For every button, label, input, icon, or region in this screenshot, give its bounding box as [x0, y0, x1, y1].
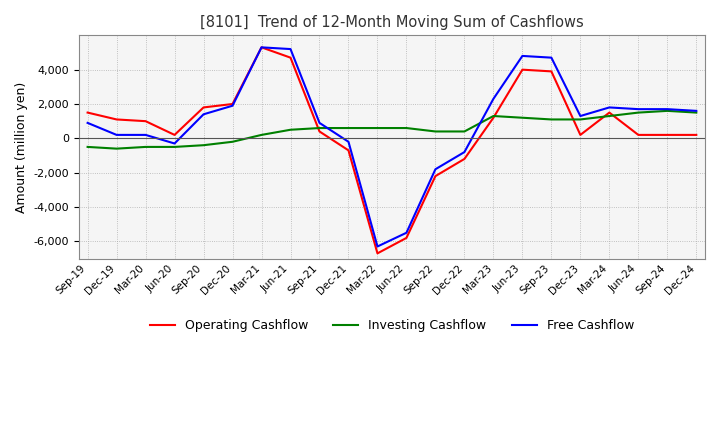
Operating Cashflow — [663, 132, 672, 138]
Free Cashflow — [692, 108, 701, 114]
Operating Cashflow — [634, 132, 643, 138]
Free Cashflow — [576, 114, 585, 119]
Investing Cashflow — [663, 108, 672, 114]
Operating Cashflow — [315, 129, 324, 134]
Free Cashflow — [547, 55, 556, 60]
Investing Cashflow — [286, 127, 294, 132]
Operating Cashflow — [402, 235, 411, 241]
Investing Cashflow — [634, 110, 643, 115]
Y-axis label: Amount (million yen): Amount (million yen) — [15, 81, 28, 213]
Free Cashflow — [315, 120, 324, 125]
Operating Cashflow — [692, 132, 701, 138]
Investing Cashflow — [576, 117, 585, 122]
Operating Cashflow — [170, 132, 179, 138]
Investing Cashflow — [84, 144, 92, 150]
Free Cashflow — [257, 45, 266, 50]
Free Cashflow — [141, 132, 150, 138]
Investing Cashflow — [199, 143, 208, 148]
Free Cashflow — [518, 53, 527, 59]
Free Cashflow — [199, 112, 208, 117]
Investing Cashflow — [692, 110, 701, 115]
Operating Cashflow — [286, 55, 294, 60]
Investing Cashflow — [460, 129, 469, 134]
Investing Cashflow — [605, 114, 613, 119]
Free Cashflow — [663, 106, 672, 112]
Free Cashflow — [431, 167, 440, 172]
Free Cashflow — [634, 106, 643, 112]
Investing Cashflow — [518, 115, 527, 121]
Investing Cashflow — [344, 125, 353, 131]
Free Cashflow — [460, 150, 469, 155]
Free Cashflow — [489, 96, 498, 102]
Line: Operating Cashflow: Operating Cashflow — [88, 48, 696, 253]
Operating Cashflow — [431, 173, 440, 179]
Legend: Operating Cashflow, Investing Cashflow, Free Cashflow: Operating Cashflow, Investing Cashflow, … — [145, 314, 639, 337]
Investing Cashflow — [431, 129, 440, 134]
Free Cashflow — [373, 244, 382, 249]
Free Cashflow — [84, 120, 92, 125]
Investing Cashflow — [402, 125, 411, 131]
Operating Cashflow — [228, 101, 237, 106]
Operating Cashflow — [460, 156, 469, 161]
Operating Cashflow — [518, 67, 527, 72]
Investing Cashflow — [257, 132, 266, 138]
Operating Cashflow — [257, 45, 266, 50]
Investing Cashflow — [170, 144, 179, 150]
Operating Cashflow — [373, 251, 382, 256]
Operating Cashflow — [344, 148, 353, 153]
Title: [8101]  Trend of 12-Month Moving Sum of Cashflows: [8101] Trend of 12-Month Moving Sum of C… — [200, 15, 584, 30]
Investing Cashflow — [228, 139, 237, 144]
Investing Cashflow — [315, 125, 324, 131]
Investing Cashflow — [141, 144, 150, 150]
Operating Cashflow — [199, 105, 208, 110]
Operating Cashflow — [112, 117, 121, 122]
Investing Cashflow — [373, 125, 382, 131]
Line: Investing Cashflow: Investing Cashflow — [88, 111, 696, 149]
Free Cashflow — [402, 230, 411, 235]
Free Cashflow — [228, 103, 237, 108]
Operating Cashflow — [141, 118, 150, 124]
Operating Cashflow — [84, 110, 92, 115]
Line: Free Cashflow: Free Cashflow — [88, 48, 696, 246]
Free Cashflow — [170, 141, 179, 146]
Investing Cashflow — [489, 114, 498, 119]
Free Cashflow — [605, 105, 613, 110]
Operating Cashflow — [576, 132, 585, 138]
Operating Cashflow — [489, 115, 498, 121]
Operating Cashflow — [547, 69, 556, 74]
Free Cashflow — [344, 139, 353, 144]
Investing Cashflow — [112, 146, 121, 151]
Operating Cashflow — [605, 110, 613, 115]
Free Cashflow — [286, 47, 294, 52]
Free Cashflow — [112, 132, 121, 138]
Investing Cashflow — [547, 117, 556, 122]
